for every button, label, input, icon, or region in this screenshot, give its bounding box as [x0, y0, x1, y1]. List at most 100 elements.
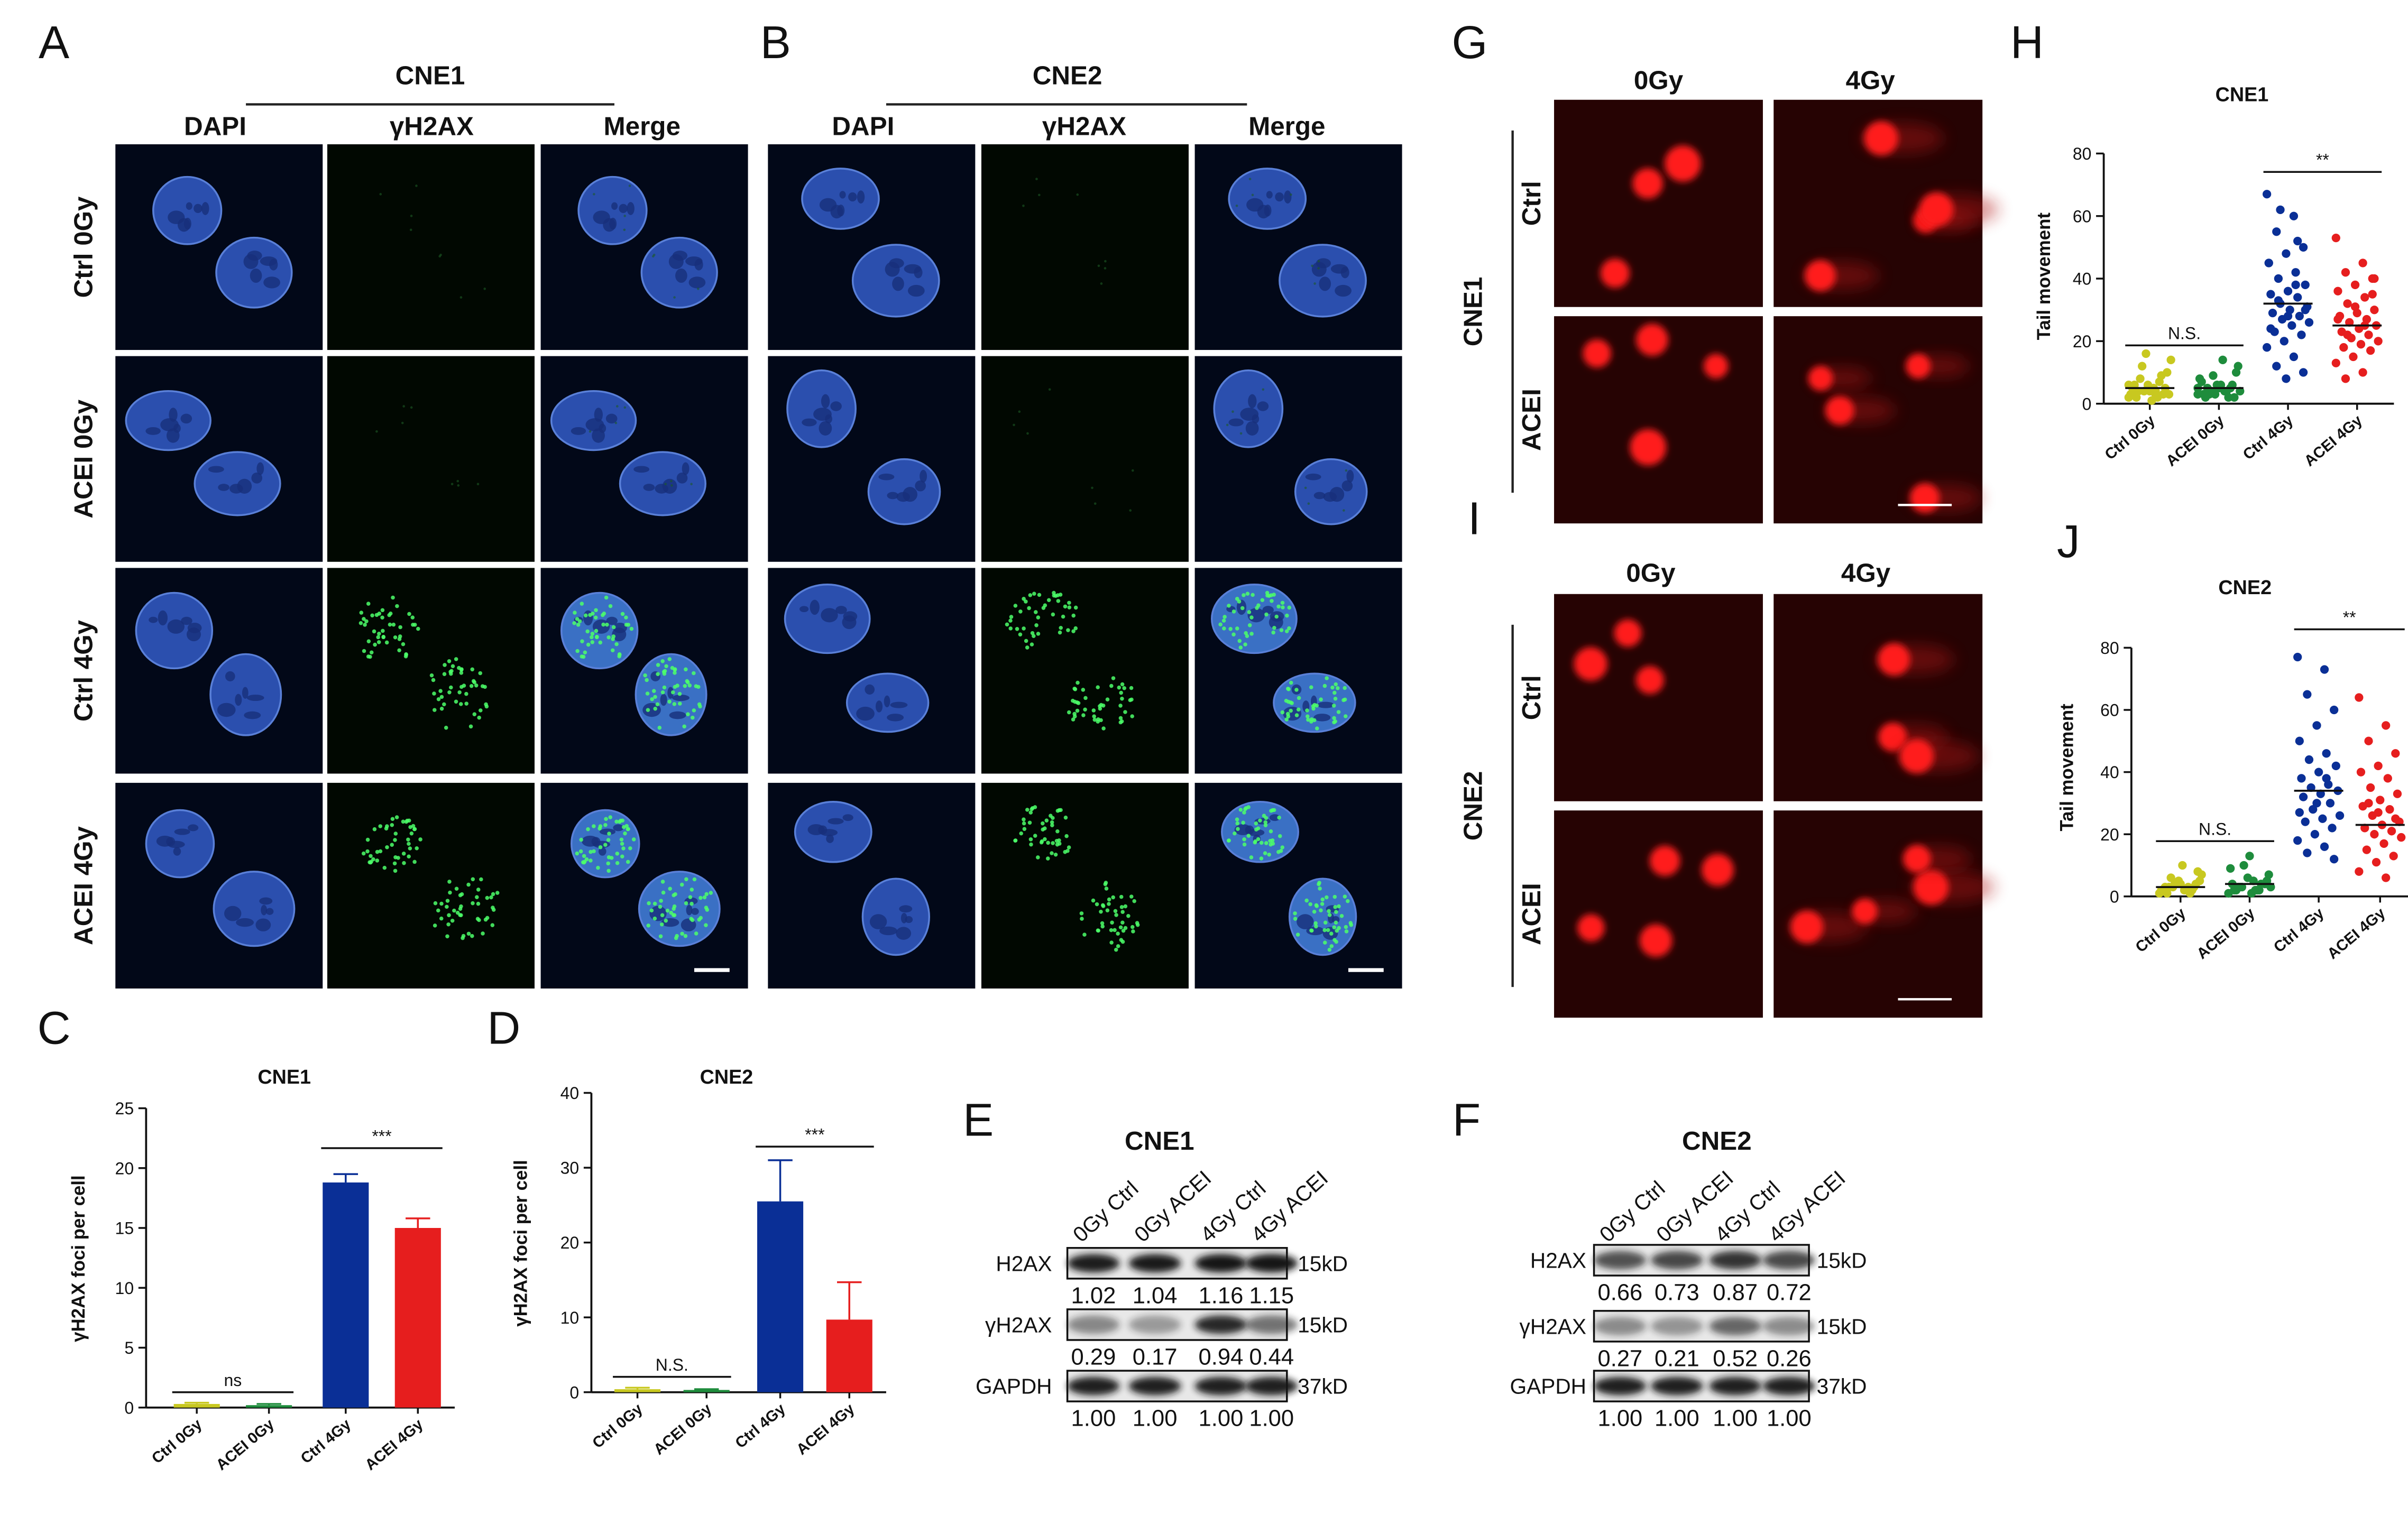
data-point [2372, 857, 2381, 867]
foci [1287, 626, 1291, 631]
foci [1118, 716, 1123, 720]
nucleolus [606, 616, 618, 625]
data-point [2166, 355, 2175, 364]
foci [1311, 264, 1313, 267]
comet-image [1554, 594, 1763, 801]
foci [372, 629, 376, 634]
foci [645, 691, 650, 696]
nucleolus [1313, 714, 1331, 722]
foci [438, 689, 443, 693]
bar [826, 1319, 872, 1392]
foci [615, 861, 620, 865]
foci [1063, 815, 1068, 820]
foci [1018, 609, 1023, 614]
micrograph [981, 356, 1189, 562]
foci [359, 621, 363, 625]
micrograph [1194, 144, 1402, 350]
foci [628, 846, 632, 851]
foci [623, 215, 626, 217]
foci [1018, 632, 1023, 637]
nucleolus [920, 469, 927, 483]
y-tick-label: 80 [2100, 639, 2119, 658]
band-quantification: 0.29 [1071, 1344, 1116, 1370]
foci [683, 934, 688, 938]
comet-head [1583, 339, 1611, 368]
foci [677, 701, 682, 706]
foci [1343, 509, 1345, 512]
foci [1313, 282, 1316, 285]
foci [1119, 905, 1124, 909]
foci [577, 619, 582, 624]
data-point [2301, 306, 2310, 315]
foci [697, 288, 700, 290]
foci [1029, 842, 1033, 847]
lane-label: 4Gy ACEI [1246, 1166, 1332, 1247]
data-point [2166, 873, 2175, 882]
nucleolus [187, 824, 199, 832]
foci [1129, 509, 1132, 512]
nucleus [577, 175, 648, 245]
data-point [2360, 293, 2369, 302]
foci [1091, 486, 1093, 489]
nucleolus [643, 484, 655, 491]
y-tick-label: 0 [569, 1383, 579, 1402]
data-point [2320, 665, 2329, 674]
foci [1294, 688, 1299, 692]
foci [1336, 710, 1341, 714]
foci [394, 815, 399, 819]
foci [483, 288, 486, 290]
nucleolus [914, 266, 923, 279]
foci [1076, 193, 1079, 196]
chart-title: CNE2 [2218, 576, 2272, 598]
data-point [2276, 205, 2285, 215]
foci [1052, 590, 1056, 595]
foci [1239, 432, 1243, 435]
foci [433, 901, 438, 906]
band-quantification: 1.00 [1199, 1406, 1244, 1431]
micrograph-background [1194, 144, 1402, 350]
foci [1120, 939, 1125, 944]
foci [1030, 642, 1034, 646]
nucleolus [609, 217, 617, 230]
foci [1251, 193, 1254, 197]
panel-letter: H [2010, 17, 2044, 68]
foci [660, 913, 665, 918]
foci [1317, 260, 1320, 263]
foci [1244, 631, 1248, 635]
nucleolus [1262, 606, 1274, 614]
foci [1024, 639, 1028, 643]
significance-label: N.S. [2168, 324, 2201, 343]
foci [1267, 594, 1272, 598]
x-tick-label: Ctrl 0Gy [2133, 904, 2189, 956]
nucleolus [593, 210, 610, 224]
foci [1284, 629, 1289, 633]
chart-title: CNE1 [258, 1066, 311, 1088]
y-tick-label: 40 [2073, 270, 2092, 289]
foci [372, 827, 377, 832]
foci [1322, 683, 1327, 688]
foci [1228, 627, 1233, 631]
foci [1235, 626, 1239, 631]
micrograph [115, 568, 323, 774]
data-point [2320, 842, 2329, 851]
foci [478, 671, 482, 676]
foci [1242, 593, 1246, 597]
foci [408, 846, 412, 851]
micrograph-background [115, 782, 323, 989]
foci [1033, 805, 1037, 809]
foci [454, 699, 458, 704]
foci [1327, 947, 1332, 952]
foci [1034, 610, 1038, 614]
foci [361, 851, 366, 856]
data-point [2374, 808, 2383, 817]
foci [387, 613, 391, 617]
foci [452, 908, 456, 913]
micrograph [981, 782, 1189, 989]
foci [1044, 818, 1049, 823]
foci [1104, 260, 1107, 263]
data-point [2309, 805, 2318, 814]
comet-head [1630, 429, 1667, 466]
foci [608, 815, 612, 819]
foci [1306, 714, 1310, 718]
data-point [2393, 789, 2402, 798]
